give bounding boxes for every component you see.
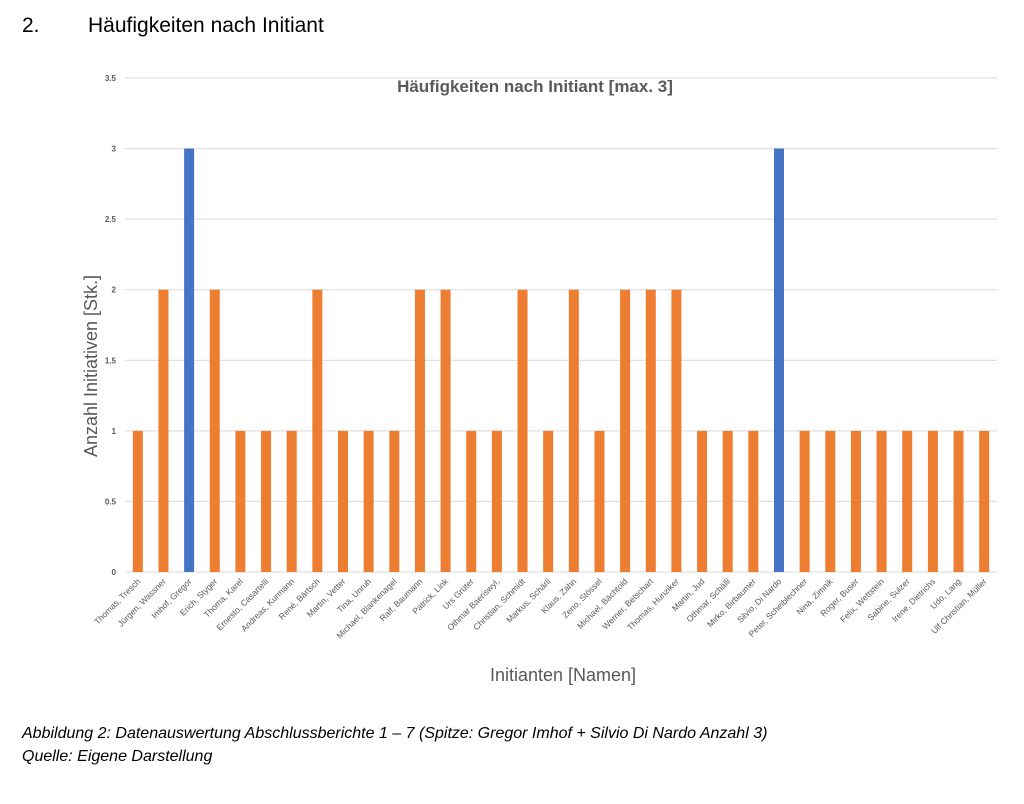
bar (902, 430, 913, 572)
y-tick-label: 0 (112, 568, 117, 577)
y-tick-label: 1 (112, 427, 117, 436)
bar (722, 430, 733, 572)
bar (850, 430, 861, 572)
bar (568, 289, 579, 572)
y-tick-label: 1.5 (105, 356, 117, 365)
bar (876, 430, 887, 572)
bar (697, 430, 708, 572)
bar (748, 430, 759, 572)
bar (363, 430, 374, 572)
bar (927, 430, 938, 572)
bar (620, 289, 631, 572)
bar (286, 430, 297, 572)
bar (491, 430, 502, 572)
x-axis-label: Initianten [Namen] (490, 665, 636, 685)
y-tick-label: 0.5 (105, 497, 117, 506)
section-number: 2. (22, 14, 40, 37)
caption-line-1: Abbildung 2: Datenauswertung Abschlussbe… (22, 725, 768, 742)
chart-title: Häufigkeiten nach Initiant [max. 3] (397, 77, 673, 96)
section-heading: 2. Häufigkeiten nach Initiant (22, 14, 324, 38)
bar (184, 148, 195, 573)
y-axis-label: Anzahl Initiativen [Stk.] (81, 275, 101, 457)
y-tick-label: 2 (112, 286, 117, 295)
bar (594, 430, 605, 572)
bar (466, 430, 477, 572)
y-tick-label: 3 (112, 145, 117, 154)
y-tick-label: 3.5 (105, 74, 117, 83)
bar (979, 430, 990, 572)
bar (543, 430, 554, 572)
bar (799, 430, 810, 572)
bar (645, 289, 656, 572)
figure-caption: Abbildung 2: Datenauswertung Abschlussbe… (22, 722, 767, 768)
bar (261, 430, 272, 572)
bar (338, 430, 348, 572)
bar (825, 430, 836, 572)
y-axis-ticks: 0 0.5 1 1.5 2 2.5 3 3.5 (105, 74, 117, 577)
bar (440, 289, 451, 572)
bar (671, 289, 682, 572)
bar (517, 289, 528, 572)
bar (158, 289, 169, 572)
section-title: Häufigkeiten nach Initiant (88, 14, 324, 37)
bars (132, 148, 990, 573)
gridlines (125, 77, 997, 573)
bar (209, 289, 220, 572)
caption-line-2: Quelle: Eigene Darstellung (22, 748, 213, 765)
bar (389, 430, 400, 572)
y-tick-label: 2.5 (105, 215, 117, 224)
bar (774, 148, 784, 573)
bar (312, 289, 323, 572)
bar (953, 430, 964, 572)
bar (235, 430, 246, 572)
bar (414, 289, 425, 572)
bar (132, 430, 143, 572)
